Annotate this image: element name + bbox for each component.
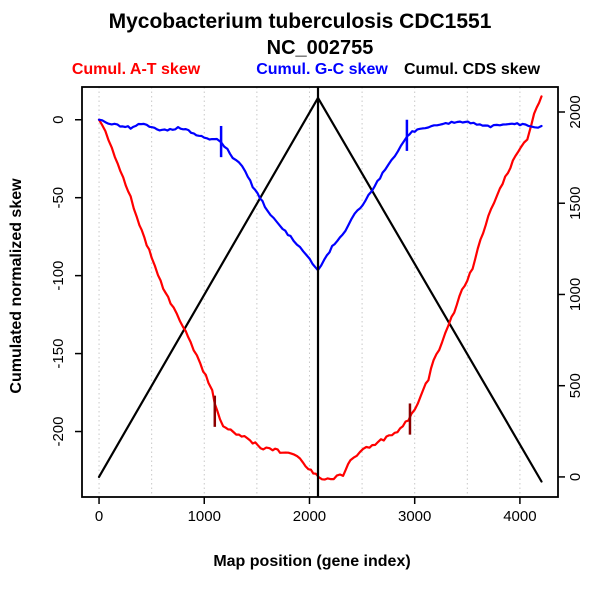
plot-frame — [81, 86, 559, 498]
y-right-tick-label: 1500 — [567, 187, 584, 220]
x-tick-label: 2000 — [293, 508, 326, 525]
y-axis-title: Cumulated normalized skew — [8, 178, 25, 394]
y-left-tick-label: -50 — [50, 187, 67, 209]
chart-title: Mycobacterium tuberculosis CDC1551 — [108, 10, 492, 33]
legend-gc-skew: Cumul. G-C skew — [256, 61, 388, 78]
x-tick-label: 3000 — [398, 508, 431, 525]
y-right-tick-label: 0 — [567, 473, 584, 481]
cds-skew-line — [97, 96, 543, 483]
y-left-tick-label: -200 — [50, 417, 67, 447]
y-left-tick-label: -100 — [50, 261, 67, 291]
x-tick-label: 0 — [95, 508, 103, 525]
x-axis-title: Map position (gene index) — [213, 553, 411, 570]
legend-at-skew: Cumul. A-T skew — [71, 61, 201, 78]
chart-subtitle: NC_002755 — [266, 37, 374, 59]
y-left-tick-label: 0 — [50, 116, 67, 124]
at-skew-line — [97, 95, 543, 481]
x-tick-label: 4000 — [503, 508, 536, 525]
y-right-tick-label: 2000 — [567, 95, 584, 128]
y-right-tick-label: 1000 — [567, 278, 584, 311]
x-tick-label: 1000 — [188, 508, 221, 525]
y-right-tick-label: 500 — [567, 373, 584, 398]
legend-cds-skew: Cumul. CDS skew — [403, 61, 541, 78]
gc-skew-line — [97, 118, 543, 272]
y-left-tick-label: -150 — [50, 339, 67, 369]
